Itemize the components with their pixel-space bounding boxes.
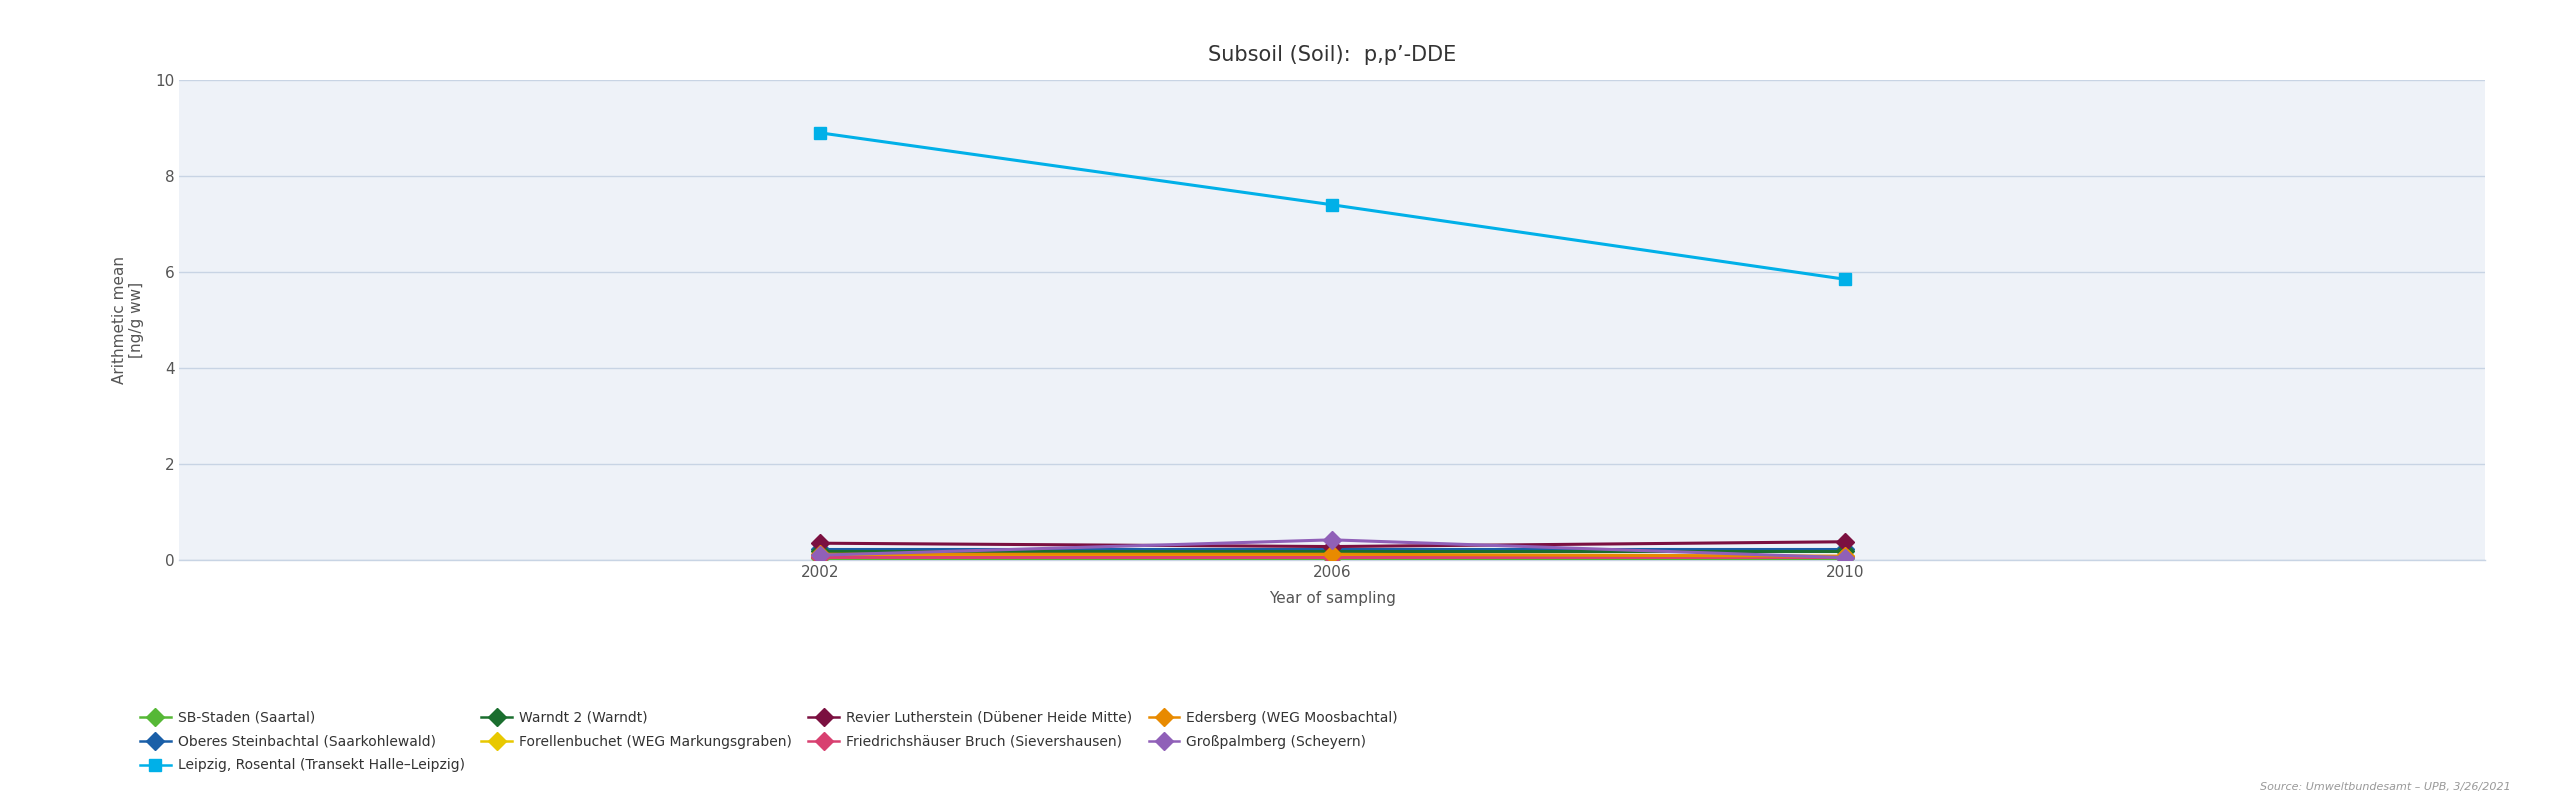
Y-axis label: Arithmetic mean
[ng/g ww]: Arithmetic mean [ng/g ww] bbox=[113, 256, 143, 384]
Text: Source: Umweltbundesamt – UPB, 3/26/2021: Source: Umweltbundesamt – UPB, 3/26/2021 bbox=[2260, 782, 2511, 792]
X-axis label: Year of sampling: Year of sampling bbox=[1268, 591, 1396, 606]
Legend: SB-Staden (Saartal), Oberes Steinbachtal (Saarkohlewald), Leipzig, Rosental (Tra: SB-Staden (Saartal), Oberes Steinbachtal… bbox=[141, 711, 1399, 772]
Title: Subsoil (Soil):  p,p’-DDE: Subsoil (Soil): p,p’-DDE bbox=[1209, 45, 1455, 65]
